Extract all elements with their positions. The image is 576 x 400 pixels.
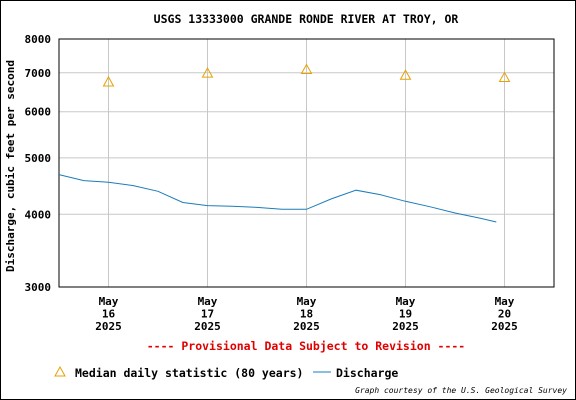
plot-area <box>58 38 555 288</box>
x-tick-label: 20 <box>498 308 511 321</box>
x-tick-label: 17 <box>201 308 214 321</box>
x-tick-label: 2025 <box>491 320 518 333</box>
chart-title: USGS 13333000 GRANDE RONDE RIVER AT TROY… <box>154 12 459 26</box>
legend-discharge-label: Discharge <box>336 366 398 380</box>
grid <box>59 39 554 287</box>
median-marker <box>201 67 214 78</box>
y-tick-label: 6000 <box>25 106 52 119</box>
x-tick-label: 16 <box>102 308 116 321</box>
x-tick-label: 2025 <box>194 320 221 333</box>
credit-text: Graph courtesy of the U.S. Geological Su… <box>355 386 567 395</box>
discharge-line <box>58 174 497 223</box>
x-tick-label: May <box>297 295 317 308</box>
x-axis-ticks: May162025May172025May182025May192025May2… <box>95 295 518 333</box>
legend: Median daily statistic (80 years) Discha… <box>54 365 398 380</box>
legend-median-label: Median daily statistic (80 years) <box>75 366 303 380</box>
x-tick-label: 2025 <box>392 320 419 333</box>
median-marker <box>498 71 511 83</box>
x-tick-label: May <box>495 295 515 308</box>
median-marker <box>300 63 313 75</box>
y-tick-label: 7000 <box>25 67 52 80</box>
series-layer <box>58 63 511 223</box>
x-tick-label: May <box>198 295 218 308</box>
median-marker <box>399 69 412 80</box>
x-tick-label: 2025 <box>95 320 122 333</box>
y-tick-label: 5000 <box>25 152 52 165</box>
x-tick-label: 18 <box>300 308 313 321</box>
median-marker <box>102 75 115 87</box>
y-axis-ticks: 8000 7000 6000 5000 4000 3000 <box>25 33 52 294</box>
x-tick-label: May <box>99 295 119 308</box>
x-tick-label: 2025 <box>293 320 320 333</box>
y-tick-label: 4000 <box>25 208 52 221</box>
x-tick-label: May <box>396 295 416 308</box>
y-tick-label: 8000 <box>25 33 52 46</box>
x-tick-label: 19 <box>399 308 412 321</box>
y-tick-label: 3000 <box>25 281 52 294</box>
provisional-note: ---- Provisional Data Subject to Revisio… <box>147 339 466 353</box>
y-axis-label: Discharge, cubic feet per second <box>4 60 17 272</box>
legend-median-marker <box>54 365 66 377</box>
